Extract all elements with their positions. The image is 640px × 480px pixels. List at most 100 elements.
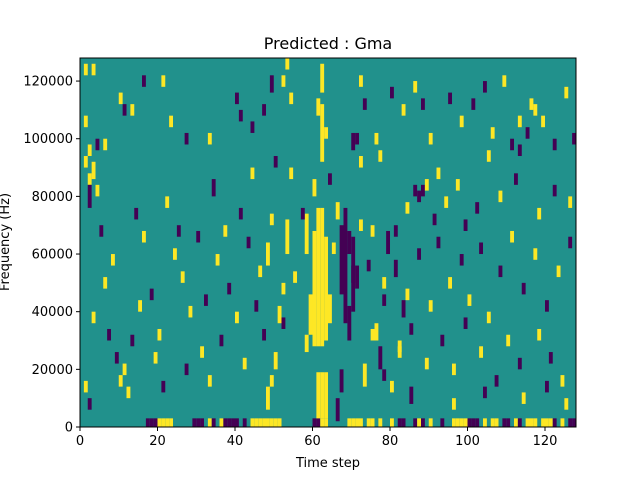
heatmap-cell (324, 372, 329, 419)
heatmap-cell (91, 311, 96, 324)
heatmap-cell (541, 115, 546, 128)
y-tick-label: 40000 (32, 305, 73, 320)
heatmap-cell (506, 334, 511, 347)
heatmap-cell (390, 418, 394, 427)
heatmap-cell (331, 242, 336, 255)
heatmap-cell (235, 92, 239, 105)
heatmap-cell (266, 242, 270, 266)
heatmap-cell (161, 418, 166, 427)
heatmap-cell (560, 418, 565, 427)
heatmap-cell (250, 121, 255, 133)
heatmap-cell (207, 132, 212, 145)
heatmap-cell (211, 179, 216, 197)
heatmap-cell (393, 259, 398, 278)
heatmap-cell (118, 375, 123, 387)
heatmap-cell (91, 63, 96, 76)
heatmap-cell (366, 259, 371, 272)
heatmap-cell (242, 357, 247, 370)
heatmap-cell (548, 418, 553, 427)
heatmap-cell (475, 418, 480, 427)
heatmap-cell (537, 328, 542, 341)
heatmap-cell (335, 398, 340, 422)
y-tick-label: 0 (65, 421, 73, 436)
heatmap-cell (529, 418, 534, 427)
heatmap-cell (351, 132, 356, 151)
heatmap-cell (184, 363, 189, 376)
heatmap-cell (421, 98, 425, 110)
heatmap-cell (471, 98, 476, 110)
heatmap-cell (269, 418, 274, 427)
heatmap-cell (537, 207, 542, 220)
heatmap-cell (413, 81, 418, 93)
heatmap-cell (417, 418, 422, 427)
heatmap-cell (266, 386, 270, 410)
heatmap-cell (521, 392, 526, 404)
heatmap-cell (545, 380, 549, 393)
heatmap-cell (238, 207, 243, 220)
heatmap-cell (548, 352, 553, 364)
heatmap-cell (122, 363, 127, 376)
heatmap-cell (200, 346, 205, 358)
heatmap-cell (405, 202, 410, 214)
heatmap-cell (114, 352, 119, 364)
heatmap-cell (165, 418, 170, 427)
heatmap-cell (180, 271, 185, 283)
heatmap-cell (200, 418, 205, 427)
heatmap-cell (428, 418, 433, 427)
heatmap-cell (269, 213, 274, 226)
heatmap-cell (452, 418, 456, 427)
heatmap-cell (533, 418, 538, 427)
heatmap-cell (479, 242, 484, 255)
heatmap-cell (324, 418, 329, 427)
heatmap-cell (483, 386, 487, 399)
heatmap-cell (444, 196, 449, 208)
x-tick-label: 80 (382, 434, 399, 449)
heatmap-cell (246, 236, 251, 249)
heatmap-cell (262, 104, 267, 116)
heatmap-cell (382, 369, 387, 381)
heatmap-cell (552, 418, 557, 427)
heatmap-cell (502, 75, 507, 87)
heatmap-cell (145, 418, 150, 427)
heatmap-cell (320, 207, 325, 347)
heatmap-cell (541, 418, 546, 427)
heatmap-cell (463, 317, 468, 329)
heatmap-cell (196, 230, 201, 243)
heatmap-cell (153, 418, 158, 427)
heatmap-cell (417, 248, 422, 260)
heatmap-cell (258, 418, 263, 427)
heatmap-cell (455, 418, 460, 427)
heatmap-cell (393, 225, 398, 237)
heatmap-cell (494, 375, 499, 387)
heatmap-cell (409, 323, 414, 335)
heatmap-cell (95, 184, 100, 197)
heatmap-cell (130, 334, 135, 347)
heatmap-cell (204, 294, 208, 306)
heatmap-cell (421, 184, 425, 197)
heatmap-cell (238, 109, 243, 122)
heatmap-cell (483, 81, 487, 93)
heatmap-cell (192, 418, 197, 427)
heatmap-cell (568, 196, 573, 208)
heatmap-cell (126, 386, 131, 399)
heatmap-cell (91, 161, 96, 180)
heatmap-cell (382, 294, 387, 306)
heatmap-cell (378, 150, 383, 162)
heatmap-cell (320, 104, 325, 162)
heatmap-cell (506, 418, 511, 427)
heatmap-cell (328, 173, 332, 185)
heatmap-cell (285, 219, 290, 255)
heatmap-cell (273, 418, 278, 427)
heatmap-cell (277, 305, 282, 324)
y-tick-label: 60000 (32, 248, 73, 263)
heatmap-cell (401, 300, 406, 318)
heatmap-cell (510, 230, 515, 243)
heatmap-cell (304, 334, 309, 353)
heatmap-cell (269, 75, 274, 93)
heatmap-cell (413, 418, 418, 427)
heatmap-cell (514, 418, 518, 427)
heatmap-cell (560, 375, 565, 387)
heatmap-cell (455, 179, 460, 191)
heatmap-cell (219, 418, 224, 427)
